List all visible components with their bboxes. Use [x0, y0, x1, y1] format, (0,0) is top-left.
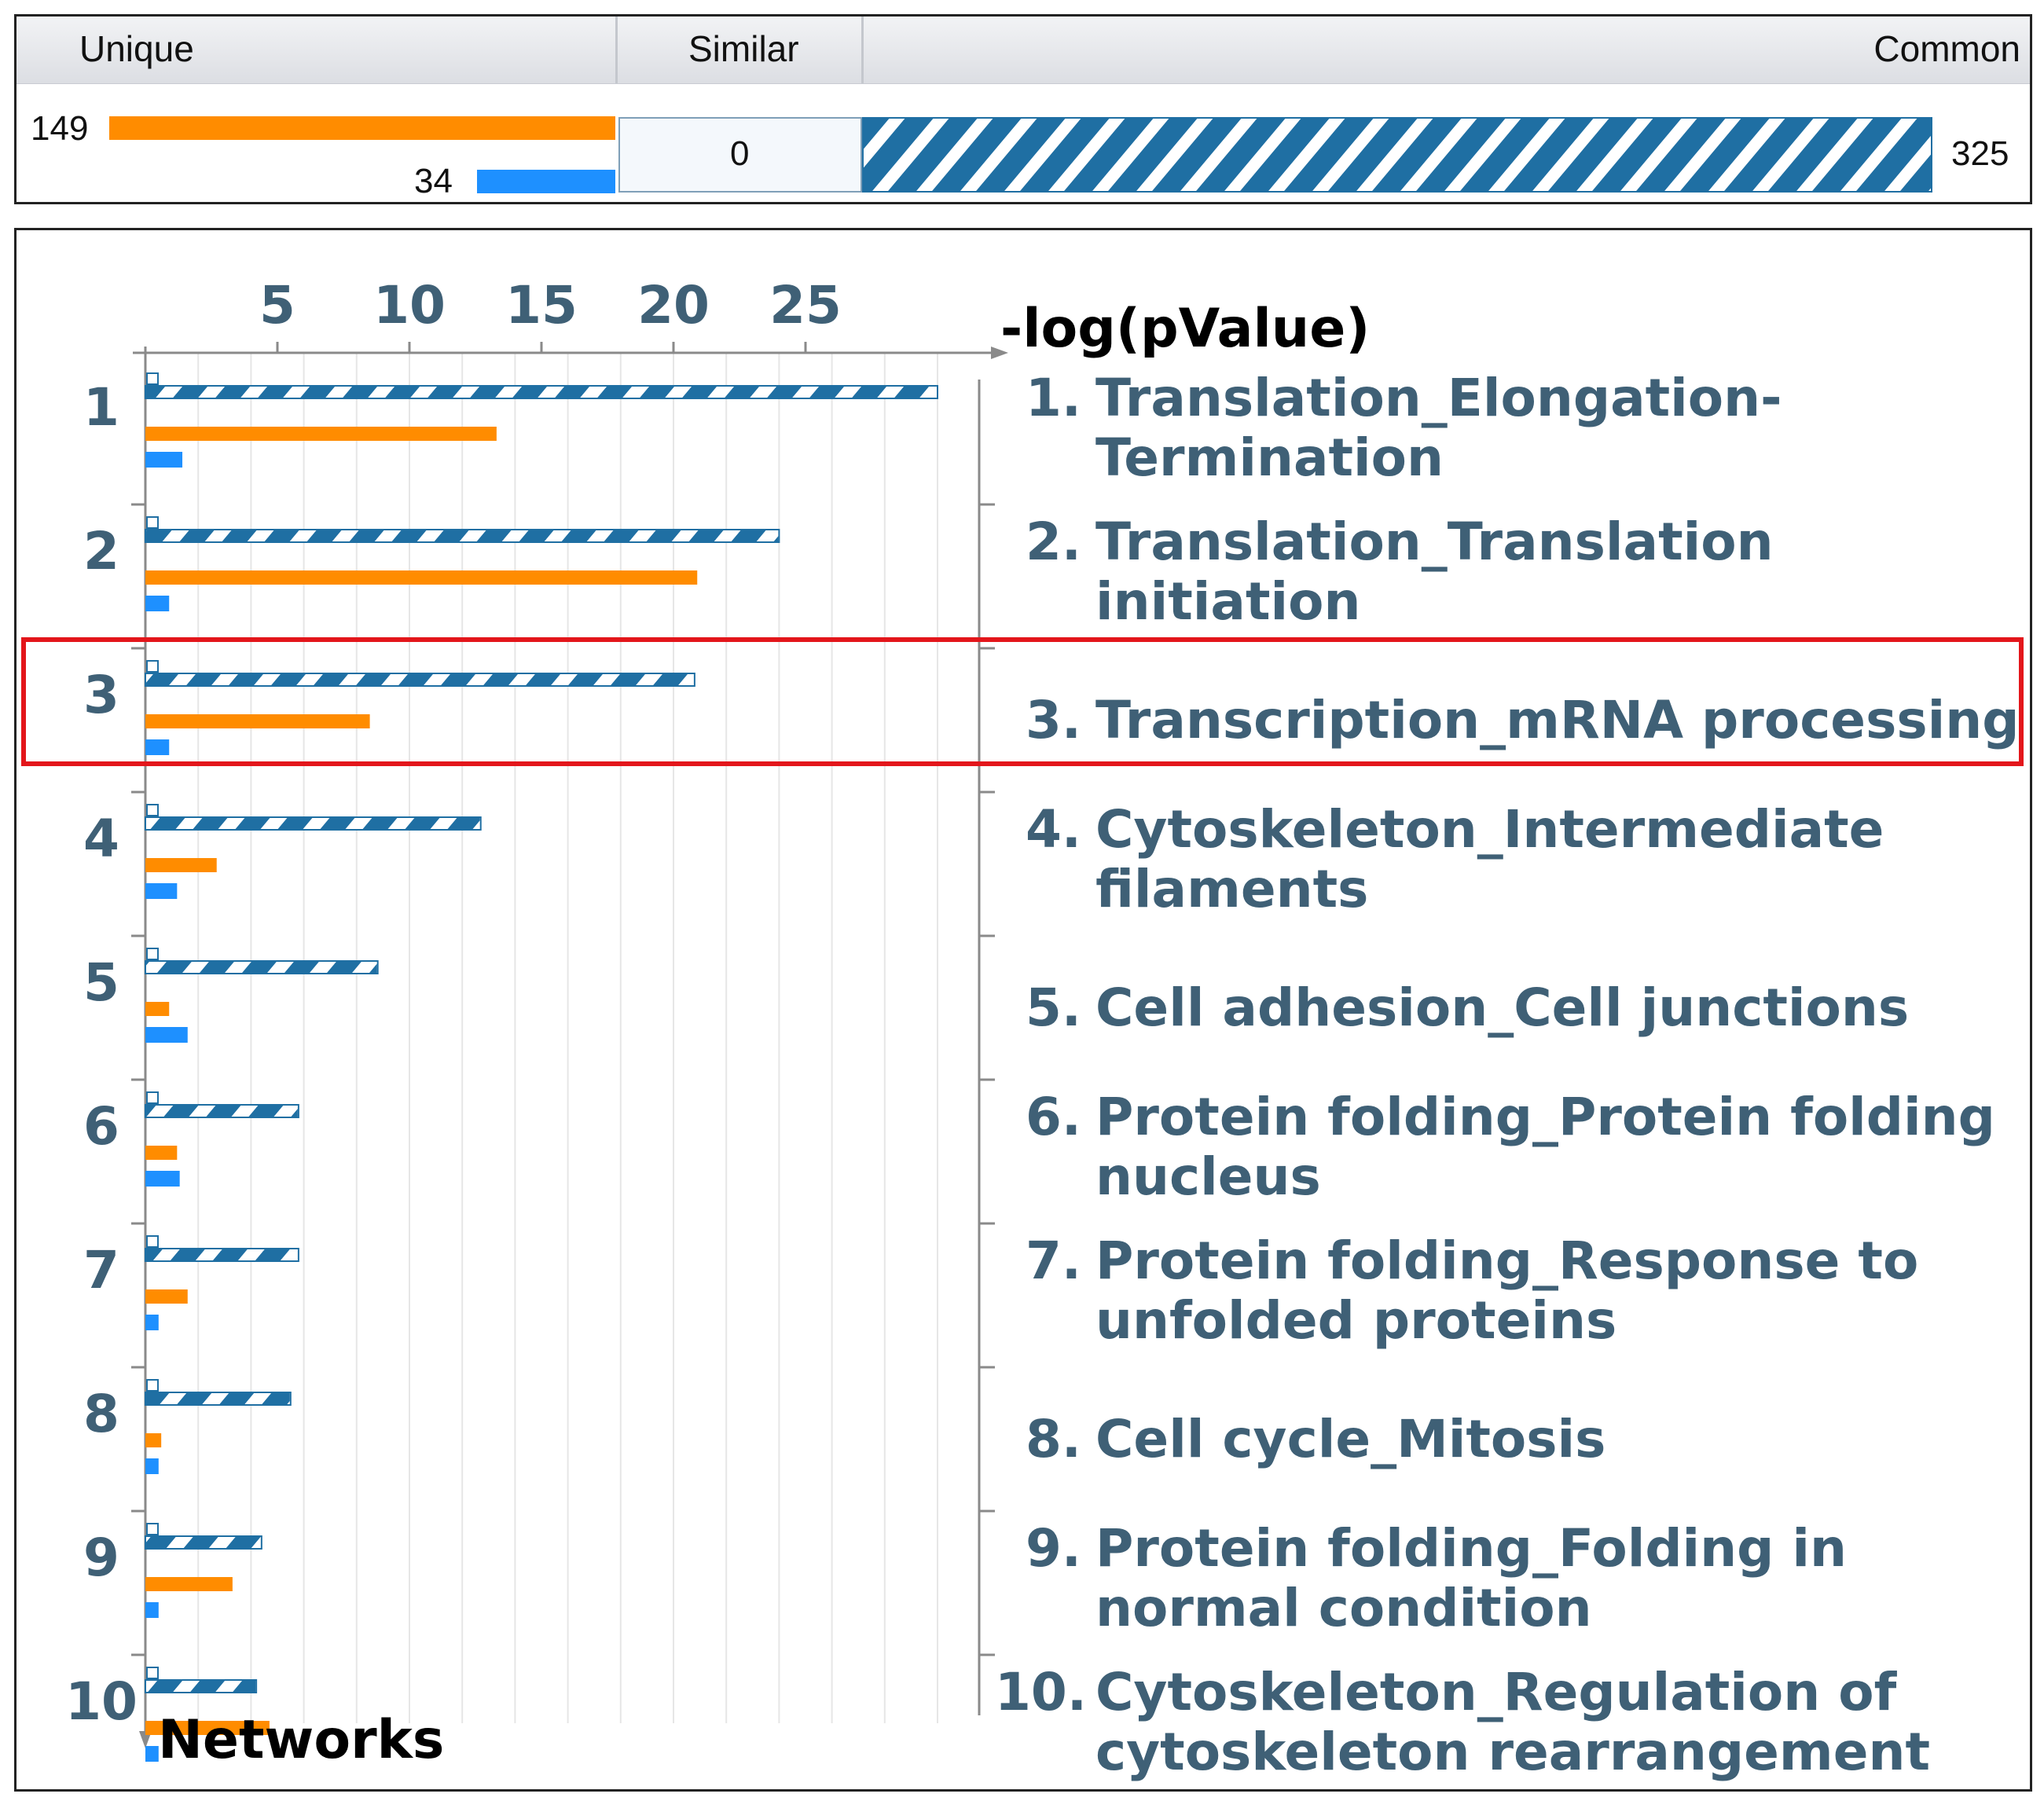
similar-marker	[146, 372, 159, 385]
common-hatched-bar	[862, 117, 1932, 193]
row-label: 6	[83, 1096, 119, 1157]
row-label: 5	[83, 952, 119, 1013]
blue-bar	[145, 1315, 159, 1330]
orange-bar	[145, 427, 497, 441]
unique-blue-count: 34	[414, 162, 453, 200]
network-name: Transcription_mRNA processing	[1095, 690, 2020, 750]
x-axis-title: -log(pValue)	[1000, 298, 1370, 360]
orange-bar	[145, 1289, 188, 1304]
network-name: Translation_Translation initiation	[1095, 512, 1774, 632]
orange-bar	[145, 1433, 162, 1447]
row-label: 3	[83, 665, 119, 725]
blue-bar	[145, 883, 178, 899]
network-number: 5.	[1026, 978, 1081, 1038]
x-axis-arrow	[991, 347, 1008, 359]
header-divider	[861, 17, 864, 83]
network-name: Protein folding_Folding in normal condit…	[1095, 1518, 1848, 1638]
header-unique: Unique	[79, 28, 194, 69]
network-number: 8.	[1026, 1409, 1081, 1469]
unique-orange-count: 149	[31, 109, 89, 148]
similar-marker	[146, 1379, 159, 1392]
network-bar-chart: 5 10 15 20 25 -log(pValue) Networks 1 2 3 4 5 6 7 8 9 10	[65, 275, 1370, 1771]
common-bar-hatch	[146, 1393, 290, 1404]
common-bar-hatch	[146, 818, 480, 829]
orange-bar	[145, 1721, 270, 1735]
similar-marker	[146, 1235, 159, 1248]
network-number: 9.	[1026, 1518, 1081, 1579]
common-count: 325	[1951, 134, 2009, 173]
network-name: Cytoskeleton_Regulation of cytoskeleton …	[1095, 1662, 1930, 1782]
common-bar-hatch	[146, 1681, 256, 1692]
orange-bar	[145, 1002, 170, 1016]
similar-count: 0	[730, 134, 750, 173]
orange-bar	[145, 714, 370, 728]
network-number: 1.	[1026, 368, 1081, 428]
blue-bar	[145, 1171, 180, 1187]
row-label: 7	[83, 1240, 119, 1300]
similar-marker	[146, 804, 159, 816]
y-axis-title: Networks	[158, 1709, 444, 1771]
similar-marker	[146, 660, 159, 673]
network-name: Protein folding_Response to unfolded pro…	[1095, 1231, 1919, 1351]
orange-bar	[145, 858, 217, 872]
similar-box	[618, 117, 862, 193]
x-tick-label: 15	[505, 275, 578, 336]
row-label: 8	[83, 1384, 119, 1444]
orange-bar	[145, 1577, 233, 1591]
network-chart-panel: 5 10 15 20 25 -log(pValue) Networks 1 2 3 4 5 6 7 8 9 10…	[14, 228, 2032, 1792]
x-tick-label: 25	[769, 275, 842, 336]
header-similar: Similar	[688, 28, 799, 69]
common-bar-hatch	[146, 674, 694, 685]
header-common: Common	[1873, 28, 2020, 69]
network-name: Protein folding_Protein folding nucleus	[1095, 1087, 1995, 1207]
common-bar-hatch	[146, 530, 779, 541]
row-label: 10	[65, 1671, 138, 1732]
unique-blue-bar	[476, 170, 615, 193]
row-label: 2	[83, 521, 119, 581]
common-bar-hatch	[146, 1249, 298, 1260]
y-axis-arrow	[139, 1731, 152, 1748]
network-name: Cell cycle_Mitosis	[1095, 1409, 1606, 1469]
orange-bar	[145, 1146, 178, 1160]
network-name: Translation_Elongation-Termination	[1095, 368, 1782, 488]
blue-bar	[145, 452, 183, 468]
header-divider	[615, 17, 618, 83]
x-tick-label: 20	[637, 275, 710, 336]
row-label: 4	[83, 809, 119, 869]
common-bar-hatch	[146, 962, 377, 973]
unique-orange-bar	[109, 116, 615, 140]
x-tick-label: 5	[259, 275, 295, 336]
summary-header: Unique Similar Common	[17, 17, 2030, 84]
blue-bar	[145, 1602, 159, 1618]
summary-panel: Unique Similar Common 149 34 0 325	[14, 14, 2032, 204]
network-number: 2.	[1026, 512, 1081, 572]
common-bar-hatch	[146, 387, 937, 398]
row-label: 9	[83, 1528, 119, 1588]
blue-bar	[145, 1027, 188, 1043]
similar-marker	[146, 948, 159, 960]
network-number: 3.	[1026, 690, 1081, 750]
network-name: Cytoskeleton_Intermediate filaments	[1095, 799, 1884, 919]
network-number: 4.	[1026, 799, 1081, 860]
common-bar-hatch	[146, 1537, 261, 1548]
blue-bar	[145, 1458, 159, 1474]
network-number: 7.	[1026, 1231, 1081, 1291]
highlight-box	[21, 637, 2024, 766]
similar-marker	[146, 516, 159, 529]
blue-bar	[145, 596, 170, 611]
common-bar-hatch	[146, 1106, 298, 1117]
x-tick-label: 10	[373, 275, 446, 336]
similar-marker	[146, 1667, 159, 1679]
blue-bar	[145, 739, 170, 755]
network-legend: 1. Translation_Elongation-Termination 2. Tr…	[995, 230, 2024, 1786]
orange-bar	[145, 570, 698, 585]
network-name: Cell adhesion_Cell junctions	[1095, 978, 1910, 1038]
network-number: 10.	[995, 1662, 1087, 1722]
similar-marker	[146, 1523, 159, 1535]
row-label: 1	[83, 377, 119, 438]
similar-marker	[146, 1091, 159, 1104]
blue-bar	[145, 1746, 159, 1762]
network-number: 6.	[1026, 1087, 1081, 1147]
